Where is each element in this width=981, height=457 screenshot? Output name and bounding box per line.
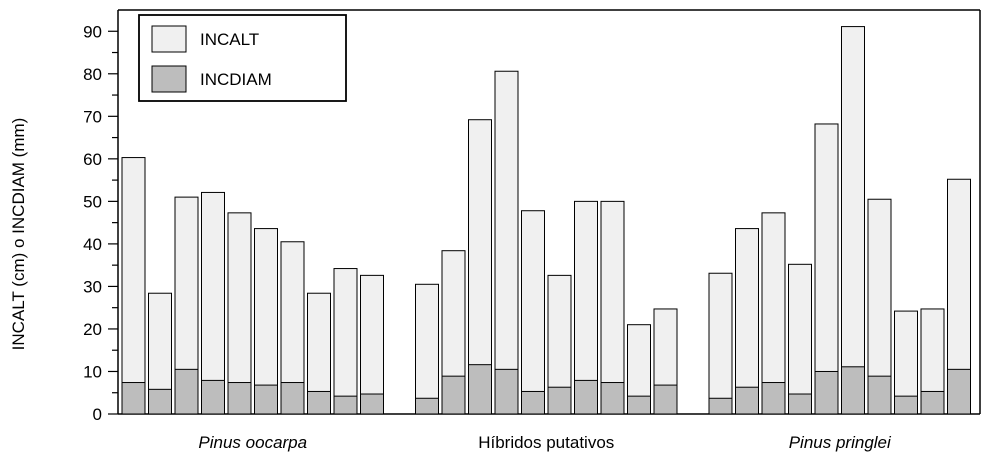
bar-incdiam <box>416 398 439 414</box>
bar-incdiam <box>175 369 198 414</box>
y-tick-label: 20 <box>83 320 102 339</box>
y-axis: 0 10 20 30 40 50 60 70 80 90 <box>83 10 118 424</box>
bar-incdiam <box>842 367 865 414</box>
bar-incdiam <box>122 383 145 414</box>
legend-label: INCALT <box>200 30 259 49</box>
bar-incalt <box>815 124 838 414</box>
y-tick-label: 10 <box>83 362 102 381</box>
legend-label: INCDIAM <box>200 70 272 89</box>
bar-incdiam <box>228 383 251 414</box>
bar-incdiam <box>149 389 172 414</box>
legend-swatch <box>152 66 186 92</box>
bar-incalt <box>416 284 439 414</box>
bar-incalt <box>522 211 545 414</box>
bar-incalt <box>842 27 865 414</box>
bar-incalt <box>122 158 145 414</box>
bar-incdiam <box>601 383 624 414</box>
y-tick-label: 0 <box>93 405 102 424</box>
group-label: Pinus pringlei <box>789 433 892 452</box>
bar-incdiam <box>815 371 838 414</box>
y-axis-title: INCALT (cm) o INCDIAM (mm) <box>9 118 28 351</box>
bar-incdiam <box>762 383 785 414</box>
bar-incdiam <box>948 369 971 414</box>
bar-incdiam <box>789 394 812 414</box>
bar-incdiam <box>361 394 384 414</box>
bar-incdiam <box>255 385 278 414</box>
bar-incalt <box>789 264 812 414</box>
bar-incdiam <box>495 369 518 414</box>
bar-incdiam <box>895 396 918 414</box>
bar-incdiam <box>575 380 598 414</box>
group-labels: Pinus oocarpa Híbridos putativos Pinus pri… <box>198 433 892 452</box>
bar-incdiam <box>654 385 677 414</box>
group-label: Híbridos putativos <box>478 433 614 452</box>
bar-incdiam <box>522 391 545 414</box>
bar-incdiam <box>628 396 651 414</box>
y-tick-label: 50 <box>83 192 102 211</box>
bar-incdiam <box>469 365 492 414</box>
bar-incdiam <box>281 383 304 414</box>
bar-incdiam <box>921 391 944 414</box>
bar-incdiam <box>202 380 225 414</box>
bar-incalt <box>736 229 759 414</box>
bar-incalt <box>709 273 732 414</box>
bar-incalt <box>334 269 357 414</box>
bar-incdiam <box>334 396 357 414</box>
legend-swatch <box>152 26 186 52</box>
y-tick-label: 40 <box>83 235 102 254</box>
bar-incdiam <box>442 376 465 414</box>
legend: INCALT INCDIAM <box>139 15 346 101</box>
y-tick-label: 60 <box>83 150 102 169</box>
bar-incdiam <box>308 391 331 414</box>
group-label: Pinus oocarpa <box>198 433 307 452</box>
bar-incdiam <box>709 398 732 414</box>
bar-incdiam <box>868 376 891 414</box>
bar-incdiam <box>736 387 759 414</box>
y-tick-label: 80 <box>83 65 102 84</box>
bar-incalt <box>361 275 384 414</box>
y-tick-label: 30 <box>83 277 102 296</box>
bar-incdiam <box>548 387 571 414</box>
bar-incalt <box>495 71 518 414</box>
y-tick-label: 70 <box>83 107 102 126</box>
y-tick-label: 90 <box>83 22 102 41</box>
